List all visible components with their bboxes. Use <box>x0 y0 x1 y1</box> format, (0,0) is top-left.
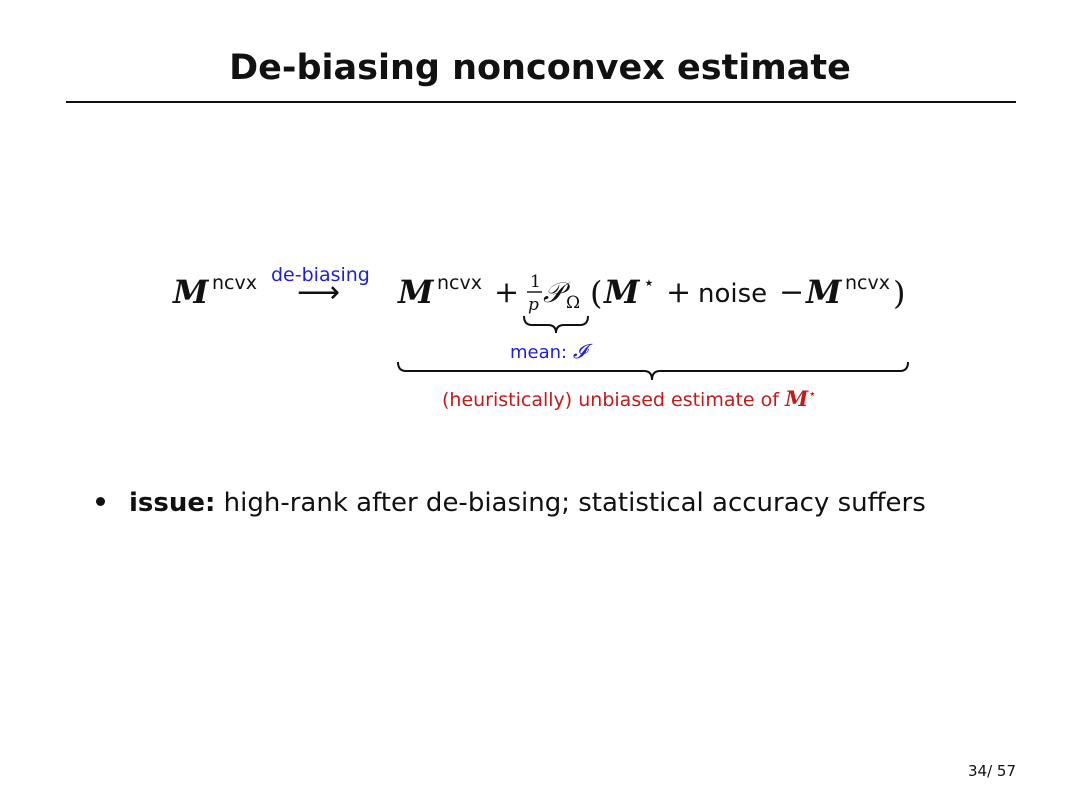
lhs-m-symbol: M <box>172 273 210 311</box>
bullet-dot <box>96 497 105 506</box>
inner-brace-label: mean: 𝓘 <box>510 339 593 363</box>
bullet-item-issue: issue: high-rank after de-biasing; stati… <box>96 486 926 520</box>
arrow-label: de-biasing <box>271 264 370 286</box>
close-paren: ) <box>893 274 905 312</box>
page-number: 34/ 57 <box>967 762 1016 780</box>
mstar-symbol: M <box>603 273 641 311</box>
inner-underbrace <box>523 315 589 334</box>
identity-symbol: 𝓘 <box>573 339 593 363</box>
rhs-m-symbol: M <box>397 273 435 311</box>
rhs-m-superscript: ncvx <box>437 272 482 294</box>
slide-title: De-biasing nonconvex estimate <box>229 48 851 88</box>
minus-sign: − <box>779 275 804 310</box>
plus-sign-2: + <box>666 275 691 310</box>
projection-subscript: Ω <box>566 293 580 313</box>
outer-underbrace <box>397 361 909 381</box>
arrow-symbol: ⟶ <box>297 275 340 310</box>
fraction-denominator: p <box>528 295 539 315</box>
lhs-m-superscript: ncvx <box>212 272 257 294</box>
open-paren: ( <box>590 274 602 312</box>
title-rule <box>66 101 1016 103</box>
plus-sign-1: + <box>494 275 519 310</box>
m2-symbol: M <box>805 273 843 311</box>
fraction-numerator: 1 <box>530 272 541 292</box>
noise-term: noise <box>698 279 767 309</box>
mstar-superscript: ⋆ <box>643 272 655 294</box>
outer-brace-superscript: ⋆ <box>808 387 816 402</box>
page-total: 57 <box>996 762 1016 780</box>
page-current: 34 <box>967 762 988 780</box>
bullet-keyword: issue: <box>129 488 216 518</box>
outer-brace-m-symbol: M <box>784 386 809 411</box>
m2-superscript: ncvx <box>845 272 890 294</box>
bullet-text: high-rank after de-biasing; statistical … <box>223 488 926 518</box>
outer-brace-label: (heuristically) unbiased estimate of M⋆ <box>442 386 816 411</box>
